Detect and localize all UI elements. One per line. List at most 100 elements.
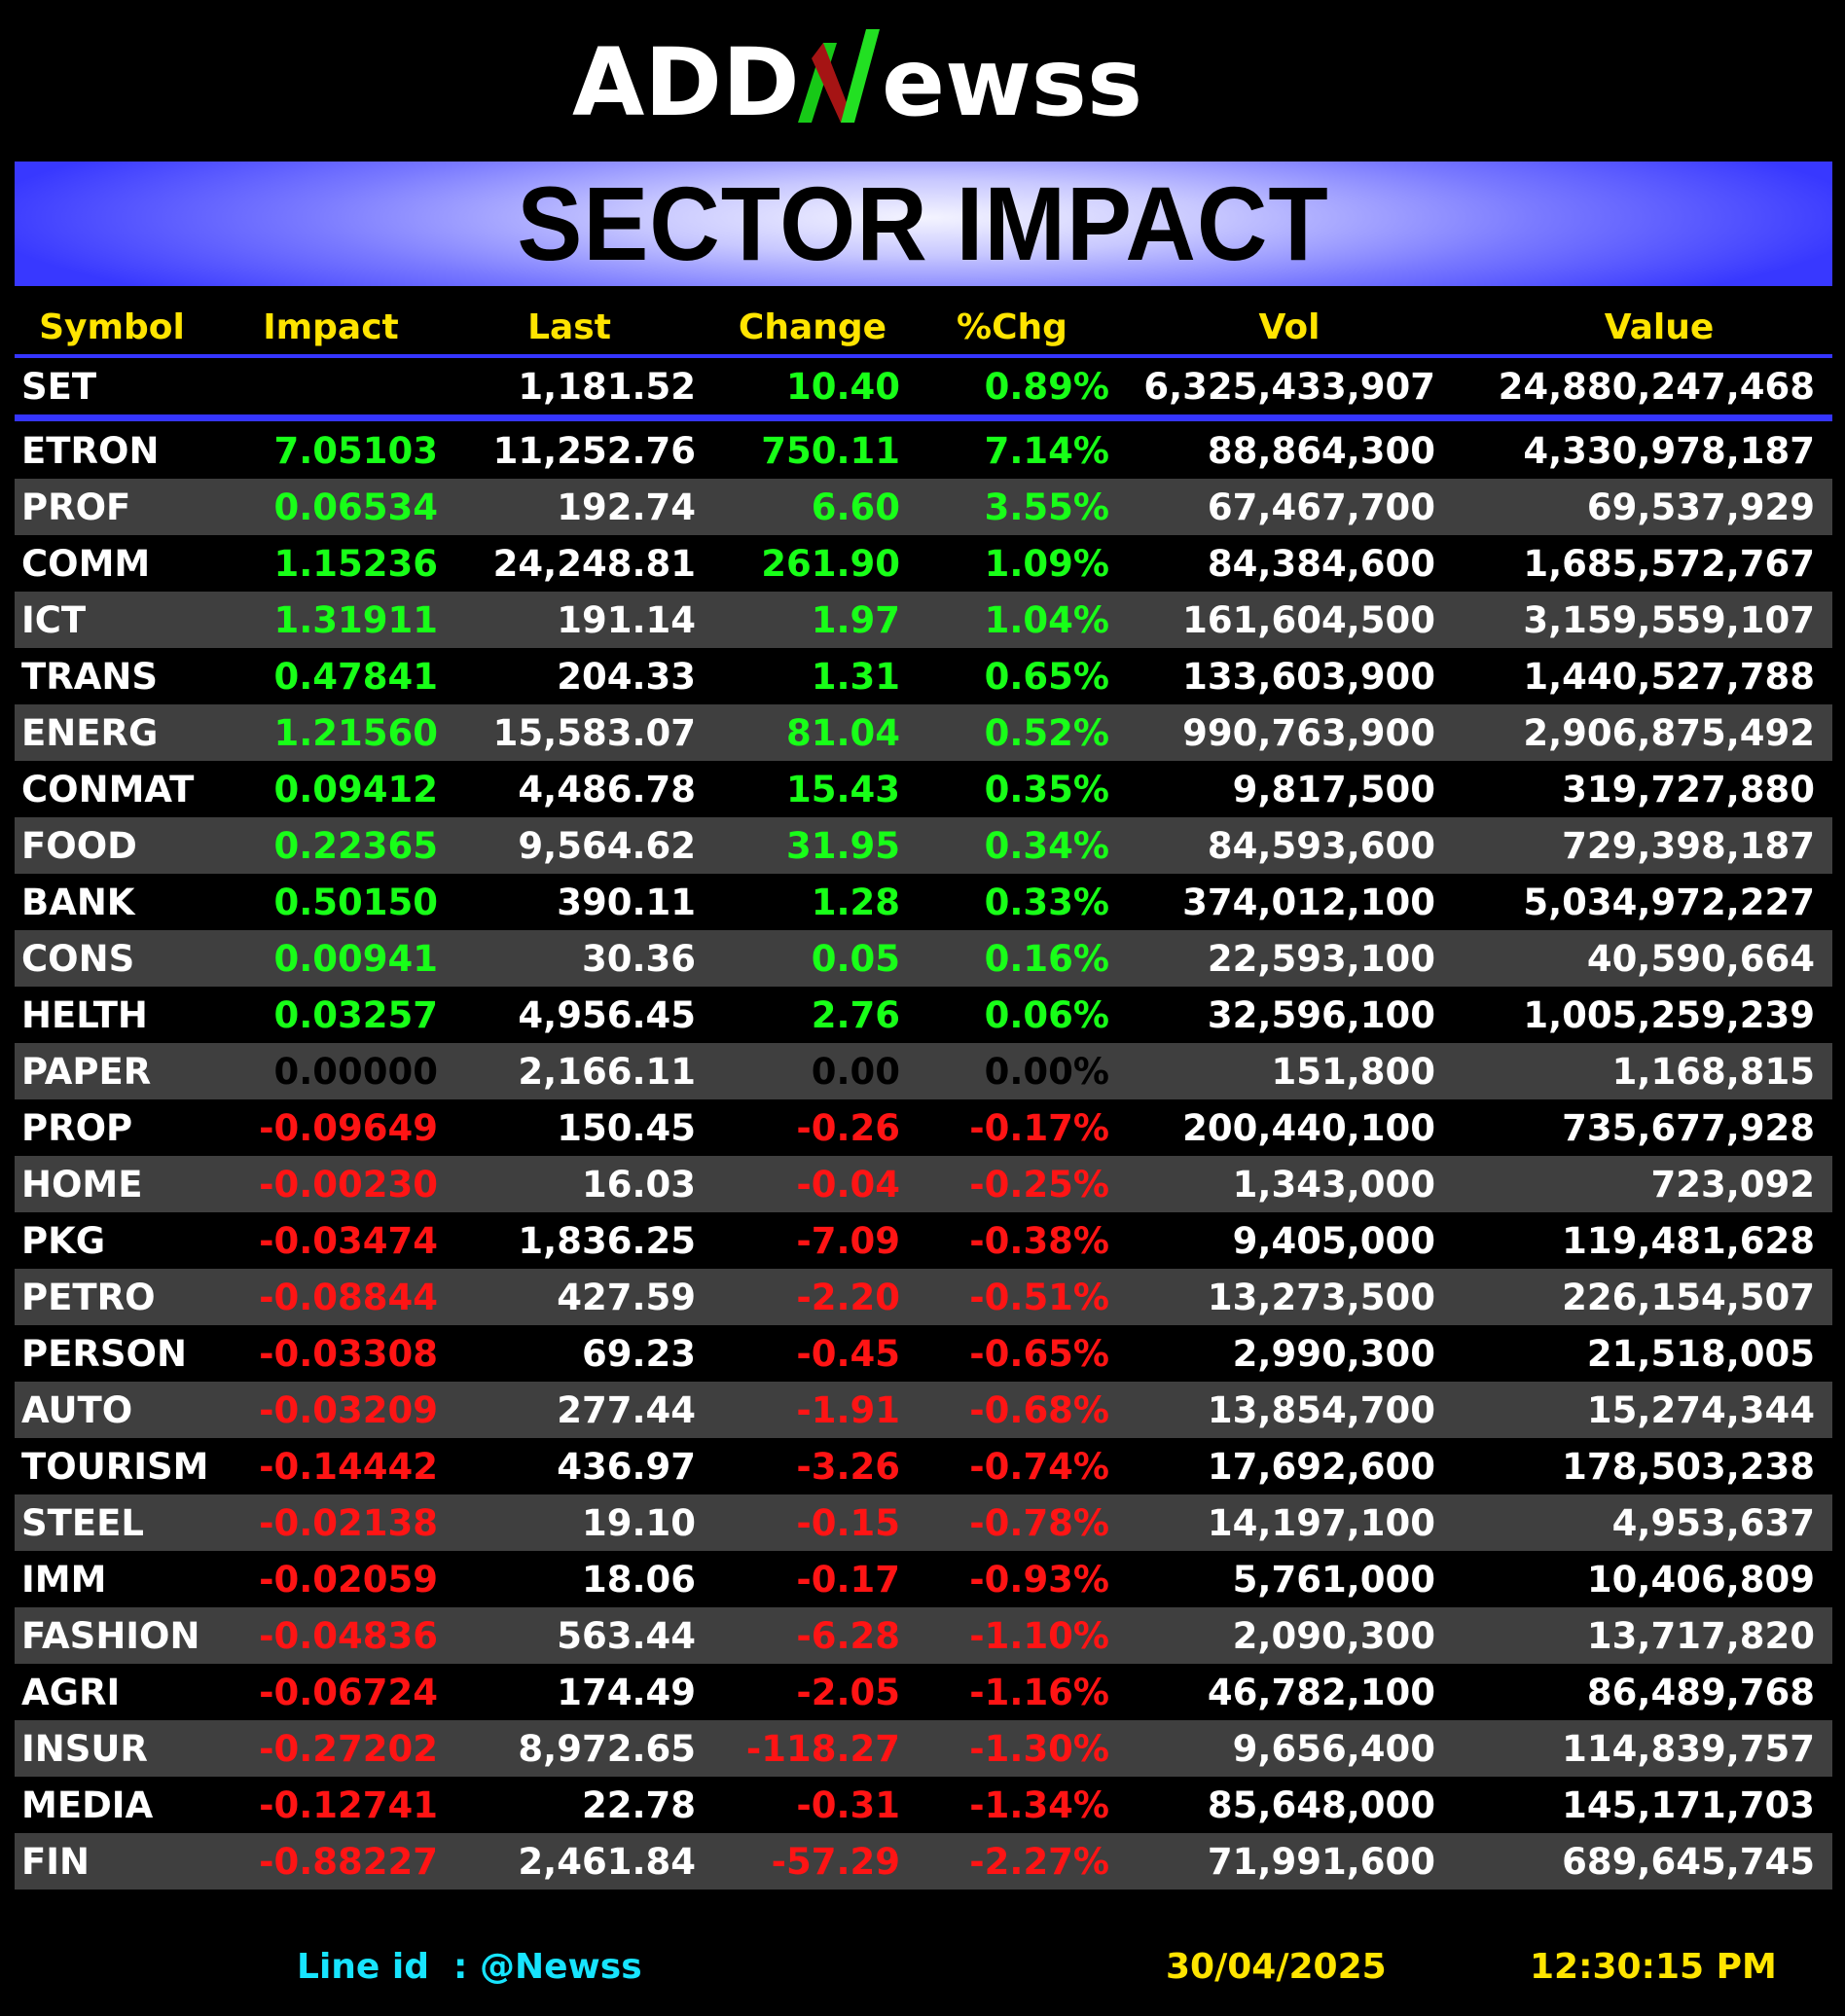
- sector-last: 15,583.07: [492, 711, 696, 754]
- sector-last: 11,252.76: [492, 429, 696, 472]
- sector-vol: 67,467,700: [1207, 486, 1435, 528]
- sector-last: 1,836.25: [518, 1219, 696, 1262]
- table-row: ETRON 7.05103 11,252.76 750.11 7.14% 88,864,3…: [15, 422, 1832, 479]
- table-row: COMM 1.15236 24,248.81 261.90 1.09% 84,384,60…: [15, 535, 1832, 592]
- index-row-set: SET 1,181.52 10.40 0.89% 6,325,433,907 2…: [15, 358, 1832, 421]
- sector-value: 1,685,572,767: [1523, 542, 1815, 585]
- sector-last: 150.45: [557, 1106, 696, 1149]
- sector-pct-change: 0.34%: [984, 824, 1109, 867]
- sector-pct-change: 1.04%: [984, 598, 1109, 641]
- sector-pct-change: 7.14%: [984, 429, 1109, 472]
- sector-symbol: FIN: [21, 1840, 90, 1883]
- sector-pct-change: -1.34%: [969, 1783, 1109, 1826]
- sector-symbol: ENERG: [21, 711, 159, 754]
- table-row: PAPER 0.00000 2,166.11 0.00 0.00% 151,800 1,16…: [15, 1043, 1832, 1099]
- sector-pct-change: -2.27%: [969, 1840, 1109, 1883]
- sector-pct-change: 0.00%: [984, 1050, 1109, 1093]
- table-row: FOOD 0.22365 9,564.62 31.95 0.34% 84,593,600 7…: [15, 817, 1832, 874]
- sector-impact: 1.31911: [273, 598, 438, 641]
- sector-pct-change: 0.33%: [984, 881, 1109, 923]
- sector-change: 1.97: [811, 598, 900, 641]
- index-vol: 6,325,433,907: [1143, 365, 1435, 408]
- sector-value: 729,398,187: [1562, 824, 1815, 867]
- sector-pct-change: 0.06%: [984, 993, 1109, 1036]
- sector-vol: 46,782,100: [1207, 1671, 1435, 1713]
- table-row: PERSON -0.03308 69.23 -0.45 -0.65% 2,990,300 2…: [15, 1325, 1832, 1382]
- sector-impact: 0.06534: [273, 486, 438, 528]
- banner-title: SECTOR IMPACT: [517, 164, 1330, 282]
- sector-impact: -0.06724: [259, 1671, 438, 1713]
- sector-vol: 374,012,100: [1182, 881, 1435, 923]
- sector-symbol: ETRON: [21, 429, 160, 472]
- sector-value: 3,159,559,107: [1523, 598, 1815, 641]
- sector-impact: -0.09649: [259, 1106, 438, 1149]
- sector-change: 2.76: [811, 993, 900, 1036]
- sector-last: 191.14: [557, 598, 696, 641]
- sector-impact: 1.15236: [273, 542, 438, 585]
- sector-symbol: TRANS: [21, 655, 158, 698]
- sector-symbol: PETRO: [21, 1276, 156, 1318]
- sector-symbol: TOURISM: [21, 1445, 209, 1488]
- sector-symbol: CONMAT: [21, 768, 195, 810]
- sector-change: -0.04: [796, 1163, 900, 1206]
- sector-impact: -0.88227: [259, 1840, 438, 1883]
- sector-value: 1,168,815: [1611, 1050, 1815, 1093]
- sector-impact: 0.50150: [273, 881, 438, 923]
- sector-pct-change: -0.17%: [969, 1106, 1109, 1149]
- sector-value: 226,154,507: [1562, 1276, 1815, 1318]
- table-row: HOME -0.00230 16.03 -0.04 -0.25% 1,343,000 723…: [15, 1156, 1832, 1212]
- col-header-pct-change: %Chg: [957, 306, 1067, 347]
- col-header-change: Change: [738, 306, 887, 347]
- sector-last: 2,461.84: [518, 1840, 696, 1883]
- col-header-symbol: Symbol: [39, 306, 185, 347]
- sector-vol: 14,197,100: [1207, 1501, 1435, 1544]
- sector-symbol: COMM: [21, 542, 151, 585]
- sector-impact: -0.04836: [259, 1614, 438, 1657]
- sector-vol: 32,596,100: [1207, 993, 1435, 1036]
- col-header-value: Value: [1604, 306, 1715, 347]
- index-pct-change: 0.89%: [984, 365, 1109, 408]
- sector-last: 4,956.45: [518, 993, 696, 1036]
- logo-n-icon: [798, 29, 880, 123]
- sector-pct-change: 3.55%: [984, 486, 1109, 528]
- sector-change: -0.17: [796, 1558, 900, 1601]
- sector-last: 4,486.78: [518, 768, 696, 810]
- sector-pct-change: -0.38%: [969, 1219, 1109, 1262]
- table-row: INSUR -0.27202 8,972.65 -118.27 -1.30% 9,656,…: [15, 1720, 1832, 1777]
- sector-value: 2,906,875,492: [1523, 711, 1815, 754]
- sector-impact: 0.00941: [273, 937, 438, 980]
- sector-impact: 0.00000: [273, 1050, 438, 1093]
- table-row: AUTO -0.03209 277.44 -1.91 -0.68% 13,854,700 1…: [15, 1382, 1832, 1438]
- sector-change: -6.28: [796, 1614, 900, 1657]
- logo-graphic: ADD ewss: [572, 28, 1142, 137]
- sector-vol: 161,604,500: [1182, 598, 1435, 641]
- sector-last: 30.36: [581, 937, 696, 980]
- table-row: MEDIA -0.12741 22.78 -0.31 -1.34% 85,648,000 1…: [15, 1777, 1832, 1833]
- sector-impact: -0.08844: [259, 1276, 438, 1318]
- sector-impact: 0.22365: [273, 824, 438, 867]
- sector-value: 114,839,757: [1562, 1727, 1815, 1770]
- sector-pct-change: 0.65%: [984, 655, 1109, 698]
- sector-last: 22.78: [581, 1783, 696, 1826]
- sector-symbol: INSUR: [21, 1727, 148, 1770]
- sector-symbol: AUTO: [21, 1388, 133, 1431]
- sector-pct-change: -0.74%: [969, 1445, 1109, 1488]
- sector-change: 261.90: [761, 542, 900, 585]
- sector-vol: 17,692,600: [1207, 1445, 1435, 1488]
- sector-vol: 2,090,300: [1232, 1614, 1435, 1657]
- sector-change: -2.05: [796, 1671, 900, 1713]
- sector-value: 1,005,259,239: [1523, 993, 1815, 1036]
- sector-vol: 133,603,900: [1182, 655, 1435, 698]
- sector-vol: 9,656,400: [1232, 1727, 1435, 1770]
- table-row: TRANS 0.47841 204.33 1.31 0.65% 133,603,900 1,…: [15, 648, 1832, 704]
- sector-symbol: HELTH: [21, 993, 148, 1036]
- sector-change: -118.27: [745, 1727, 900, 1770]
- addnewss-logo: ADD ewss: [0, 18, 1845, 144]
- sector-value: 1,440,527,788: [1523, 655, 1815, 698]
- sector-pct-change: 0.35%: [984, 768, 1109, 810]
- sector-impact: -0.00230: [259, 1163, 438, 1206]
- sector-pct-change: -0.68%: [969, 1388, 1109, 1431]
- sector-symbol: FASHION: [21, 1614, 200, 1657]
- sector-value: 119,481,628: [1562, 1219, 1815, 1262]
- sector-last: 19.10: [581, 1501, 696, 1544]
